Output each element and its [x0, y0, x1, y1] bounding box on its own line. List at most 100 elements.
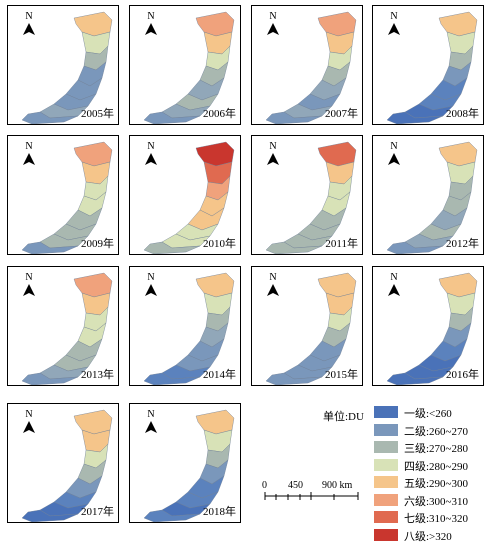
- region-band: [386, 111, 444, 124]
- region-map: [21, 141, 113, 254]
- north-arrow-icon: [145, 284, 157, 296]
- region-band: [317, 272, 357, 298]
- north-arrow: N: [144, 142, 158, 171]
- map-panel: N 2016年: [372, 266, 484, 386]
- year-label: 2014年: [203, 369, 236, 381]
- year-label: 2016年: [446, 369, 479, 381]
- year-label: 2012年: [446, 238, 479, 250]
- legend-label: 六级:300~310: [404, 495, 469, 508]
- region-band: [143, 372, 201, 385]
- year-label: 2010年: [203, 238, 236, 250]
- region-map: [143, 409, 235, 522]
- north-arrow: N: [387, 12, 401, 41]
- north-arrow: N: [144, 273, 158, 302]
- north-arrow-icon: [23, 421, 35, 433]
- map-panel: N 2015年: [251, 266, 363, 386]
- region-band: [21, 111, 79, 124]
- legend-swatch: [374, 423, 398, 436]
- scale-tick-450: 450: [288, 480, 303, 491]
- region-band: [317, 141, 357, 167]
- north-arrow-icon: [267, 153, 279, 165]
- north-arrow-icon: [388, 23, 400, 35]
- region-band: [143, 241, 201, 254]
- region-map: [265, 11, 357, 124]
- legend-label: 四级:280~290: [404, 460, 469, 473]
- north-arrow-icon: [23, 153, 35, 165]
- scale-bar: 0 450 900 km: [262, 480, 382, 510]
- north-arrow: N: [22, 142, 36, 171]
- north-label: N: [25, 409, 33, 420]
- year-label: 2007年: [325, 108, 358, 120]
- region-band: [386, 372, 444, 385]
- region-map: [143, 141, 235, 254]
- north-arrow: N: [387, 273, 401, 302]
- north-label: N: [390, 272, 398, 283]
- north-label: N: [147, 141, 155, 152]
- region-band: [143, 509, 201, 522]
- legend-swatch: [374, 493, 398, 506]
- map-panel: N 2012年: [372, 135, 484, 255]
- legend-swatch: [374, 528, 398, 541]
- year-label: 2018年: [203, 506, 236, 518]
- region-band: [73, 409, 113, 435]
- map-panel: N 2005年: [7, 5, 119, 125]
- region-band: [195, 272, 235, 298]
- north-label: N: [25, 11, 33, 22]
- north-label: N: [147, 409, 155, 420]
- region-band: [21, 372, 79, 385]
- region-band: [21, 509, 79, 522]
- region-map: [21, 409, 113, 522]
- region-map: [265, 141, 357, 254]
- region-band: [73, 272, 113, 298]
- region-band: [438, 11, 478, 37]
- north-label: N: [269, 272, 277, 283]
- year-label: 2009年: [81, 238, 114, 250]
- region-band: [21, 241, 79, 254]
- year-label: 2006年: [203, 108, 236, 120]
- region-map: [386, 141, 478, 254]
- north-arrow-icon: [23, 23, 35, 35]
- scale-tick-900: 900 km: [322, 480, 353, 491]
- year-label: 2013年: [81, 369, 114, 381]
- legend-swatch: [374, 458, 398, 471]
- north-arrow-icon: [388, 284, 400, 296]
- north-label: N: [269, 11, 277, 22]
- map-panel: N 2013年: [7, 266, 119, 386]
- north-arrow: N: [266, 12, 280, 41]
- legend-swatch: [374, 406, 398, 418]
- region-map: [265, 272, 357, 385]
- north-arrow-icon: [145, 153, 157, 165]
- region-band: [73, 141, 113, 167]
- region-band: [195, 141, 235, 167]
- scale-tick-0: 0: [262, 480, 267, 491]
- year-label: 2005年: [81, 108, 114, 120]
- north-arrow: N: [22, 12, 36, 41]
- region-band: [386, 241, 444, 254]
- region-map: [21, 11, 113, 124]
- map-panel: N 2009年: [7, 135, 119, 255]
- year-label: 2015年: [325, 369, 358, 381]
- north-label: N: [390, 11, 398, 22]
- region-band: [143, 111, 201, 124]
- map-panel: N 2017年: [7, 403, 119, 523]
- north-arrow-icon: [267, 284, 279, 296]
- legend-swatch: [374, 441, 398, 453]
- north-arrow: N: [144, 12, 158, 41]
- legend-label: 七级:310~320: [404, 513, 469, 525]
- north-arrow-icon: [23, 284, 35, 296]
- region-band: [73, 11, 113, 37]
- scale-bar-graphic: [264, 492, 359, 500]
- region-band: [438, 272, 478, 298]
- region-map: [143, 272, 235, 385]
- north-arrow: N: [266, 273, 280, 302]
- map-panel: N 2011年: [251, 135, 363, 255]
- region-map: [386, 272, 478, 385]
- year-label: 2017年: [81, 506, 114, 518]
- legend-title: 单位:DU: [323, 411, 364, 423]
- region-band: [195, 409, 235, 435]
- north-arrow: N: [144, 410, 158, 439]
- region-map: [21, 272, 113, 385]
- map-panel: N 2006年: [129, 5, 241, 125]
- region-band: [265, 241, 323, 254]
- region-band: [438, 141, 478, 167]
